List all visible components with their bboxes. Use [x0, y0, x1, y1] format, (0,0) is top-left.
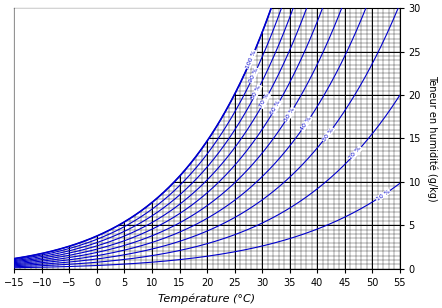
Text: 50 %: 50 %	[283, 107, 296, 123]
Text: 30 %: 30 %	[321, 127, 335, 142]
Text: 40 %: 40 %	[300, 116, 312, 132]
Polygon shape	[15, 7, 271, 259]
X-axis label: Température (°C): Température (°C)	[159, 293, 255, 304]
Text: 10 %: 10 %	[375, 188, 391, 202]
Text: 90 %: 90 %	[248, 67, 259, 83]
Text: 60 %: 60 %	[270, 99, 282, 116]
Text: 70 %: 70 %	[259, 92, 271, 109]
Text: 100 %: 100 %	[245, 49, 257, 69]
Text: 20 %: 20 %	[348, 146, 363, 161]
Y-axis label: Teneur en humidité (g/kg): Teneur en humidité (g/kg)	[427, 75, 438, 202]
Text: 80 %: 80 %	[251, 84, 262, 100]
